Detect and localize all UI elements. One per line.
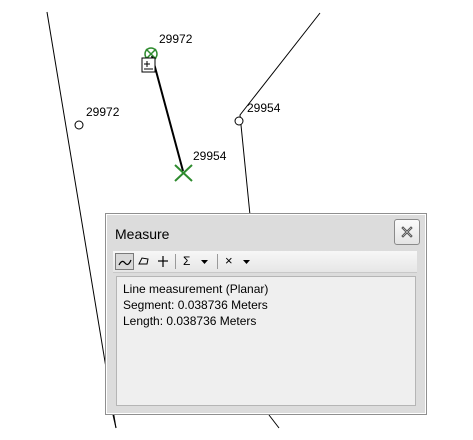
vertex-label-left: 29972 xyxy=(86,105,120,119)
measure-area-button[interactable] xyxy=(136,253,152,270)
vertex-label-right: 29954 xyxy=(247,101,281,115)
measurement-type: Line measurement (Planar) xyxy=(123,282,269,296)
vertex-circle-left[interactable] xyxy=(74,120,84,130)
dropdown-arrow-icon xyxy=(243,260,250,264)
measure-area-icon xyxy=(138,257,149,265)
vertex-label-top: 29972 xyxy=(159,32,193,46)
measure-line-icon xyxy=(118,259,132,266)
toolbar-separator xyxy=(217,254,218,269)
close-button[interactable] xyxy=(394,219,420,245)
segment-length: Segment: 0.038736 Meters xyxy=(123,298,268,312)
total-length: Length: 0.038736 Meters xyxy=(123,314,257,328)
dialog-title: Measure xyxy=(115,226,170,242)
measure-end-marker[interactable] xyxy=(174,164,193,182)
measure-dialog: Measure xyxy=(105,213,427,415)
measure-end-label: 29954 xyxy=(193,149,227,163)
measure-toolbar: Σ × xyxy=(113,251,417,273)
road-line-left xyxy=(46,11,117,429)
road-line-left-lower xyxy=(112,414,117,429)
measure-feature-icon xyxy=(158,256,168,267)
sum-icon: Σ xyxy=(183,254,191,268)
road-line-right-lower xyxy=(268,414,280,429)
measure-line-button[interactable] xyxy=(115,253,134,270)
measure-feature-button[interactable] xyxy=(155,253,171,270)
toolbar-separator xyxy=(175,254,176,269)
clear-icon: × xyxy=(225,253,233,268)
measurement-results: Line measurement (Planar) Segment: 0.038… xyxy=(116,276,416,406)
sum-button[interactable]: Σ xyxy=(179,253,213,270)
clear-button[interactable]: × xyxy=(221,253,255,270)
vertex-circle-right[interactable] xyxy=(234,116,244,126)
measure-cursor-icon xyxy=(141,57,156,73)
measured-line xyxy=(151,55,184,172)
dropdown-arrow-icon xyxy=(201,260,208,264)
close-icon xyxy=(401,226,413,238)
road-line-right-upper xyxy=(239,12,321,216)
